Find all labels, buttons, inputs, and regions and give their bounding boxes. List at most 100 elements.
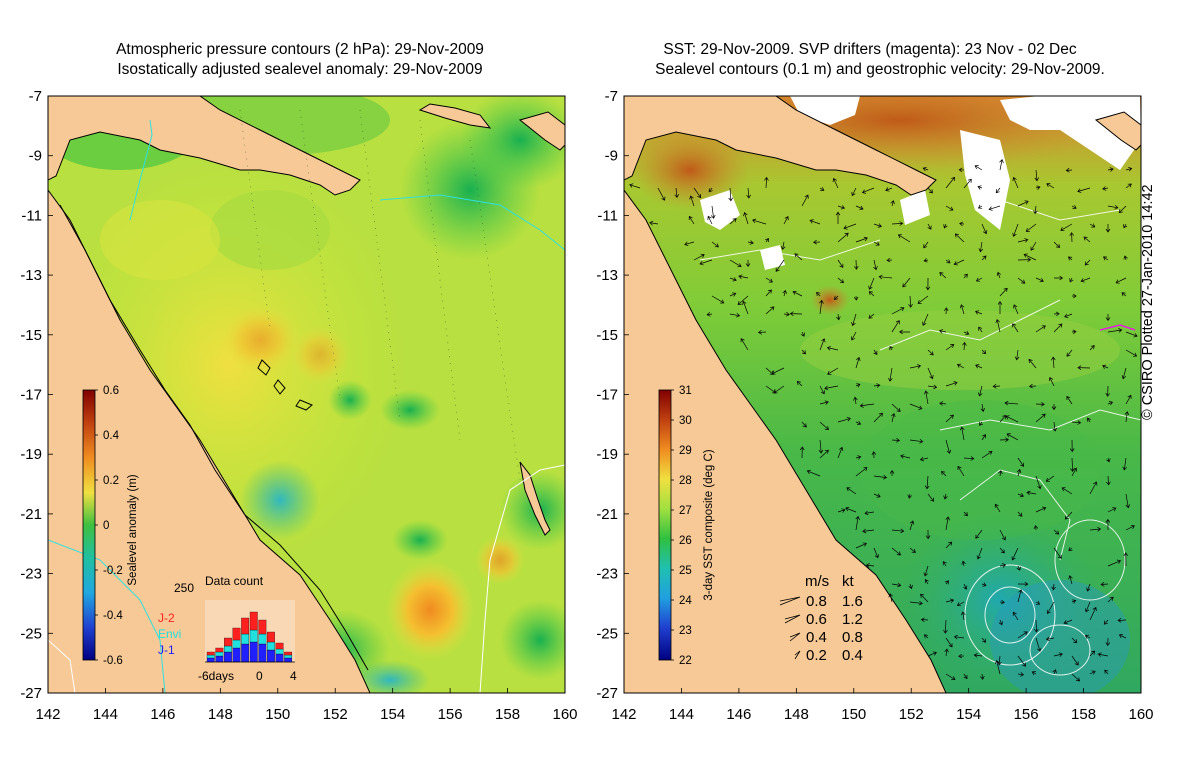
hist-bar bbox=[267, 631, 275, 643]
hist-bar bbox=[215, 651, 224, 657]
x-tick-label-right-6: 154 bbox=[956, 706, 981, 723]
x-tick-label-left-5: 152 bbox=[323, 706, 348, 723]
hist-bar bbox=[267, 649, 275, 663]
hist-bar bbox=[241, 643, 250, 663]
y-tick-label-right-7: -21 bbox=[596, 506, 618, 523]
hist-bar bbox=[232, 627, 241, 641]
sla-colorbar bbox=[82, 389, 96, 661]
key-kt-3: 0.4 bbox=[842, 647, 863, 664]
sst-colorbar-label: 3-day SST composite (deg C) bbox=[703, 449, 715, 600]
hist-bar bbox=[206, 654, 215, 659]
x-tick-label-left-4: 150 bbox=[265, 706, 290, 723]
x-tick-label-left-2: 146 bbox=[150, 706, 175, 723]
x-tick-label-right-7: 156 bbox=[1014, 706, 1039, 723]
hist-bar bbox=[241, 617, 250, 635]
sla-tick-6: -0.6 bbox=[103, 655, 123, 667]
x-tick-label-right-1: 144 bbox=[669, 706, 694, 723]
legend-j1: J-1 bbox=[158, 643, 175, 657]
data-count-inset: Data count 250 J-2 Envi J-1 -6days 0 4 bbox=[158, 574, 297, 683]
x-tick-label-left-3: 148 bbox=[208, 706, 233, 723]
sst-tick-7: 24 bbox=[679, 595, 692, 607]
sst-colorbar bbox=[658, 389, 672, 661]
y-tick-label-left-2: -11 bbox=[21, 207, 42, 224]
key-ms-1: 0.6 bbox=[806, 611, 827, 628]
y-tick-label-right-0: -7 bbox=[605, 88, 618, 105]
y-tick-label-right-3: -13 bbox=[596, 267, 618, 284]
y-tick-label-right-8: -23 bbox=[596, 566, 618, 583]
y-tick-label-right-4: -15 bbox=[596, 327, 618, 344]
y-tick-label-left-8: -23 bbox=[20, 566, 42, 583]
x-tick-label-right-9: 160 bbox=[1128, 706, 1153, 723]
y-tick-label-left-9: -25 bbox=[20, 625, 42, 642]
inset-title: Data count bbox=[205, 574, 264, 588]
sst-tick-3: 28 bbox=[679, 475, 692, 487]
y-tick-label-left-7: -21 bbox=[20, 506, 42, 523]
x-tick-label-right-5: 152 bbox=[899, 706, 924, 723]
x-tick-label-right-2: 146 bbox=[726, 706, 751, 723]
right-title-line2: Sealevel contours (0.1 m) and geostrophi… bbox=[655, 61, 1105, 78]
hist-bar bbox=[224, 645, 232, 653]
sla-tick-5: -0.4 bbox=[103, 610, 123, 622]
left-title-line1: Atmospheric pressure contours (2 hPa): 2… bbox=[116, 41, 484, 58]
key-kt-0: 1.6 bbox=[842, 593, 863, 610]
y-tick-label-right-9: -25 bbox=[596, 625, 618, 642]
sst-tick-6: 25 bbox=[679, 565, 692, 577]
key-arrow-icon bbox=[794, 650, 801, 660]
hist-bar bbox=[275, 648, 284, 655]
y-tick-label-left-4: -15 bbox=[20, 327, 42, 344]
key-ms-3: 0.2 bbox=[806, 647, 827, 664]
key-ms-0: 0.8 bbox=[806, 593, 827, 610]
key-arrow-icon bbox=[789, 632, 801, 642]
y-tick-label-right-6: -19 bbox=[596, 446, 618, 463]
hist-bar bbox=[206, 651, 215, 656]
hist-bar bbox=[275, 653, 284, 663]
hist-bar bbox=[241, 633, 250, 645]
sst-tick-0: 31 bbox=[679, 385, 692, 397]
hist-bar bbox=[232, 647, 241, 663]
x-tick-label-left-1: 144 bbox=[93, 706, 118, 723]
sst-tick-9: 22 bbox=[679, 655, 692, 667]
x-tick-label-left-7: 156 bbox=[438, 706, 463, 723]
x-tick-label-left-9: 160 bbox=[552, 706, 577, 723]
y-tick-label-right-10: -27 bbox=[596, 685, 618, 702]
hist-bar bbox=[284, 657, 293, 663]
x-tick-label-left-6: 154 bbox=[380, 706, 405, 723]
inset-xlabel-left: -6days bbox=[198, 669, 234, 683]
key-header-kt: kt bbox=[842, 573, 855, 590]
hist-bar bbox=[232, 639, 241, 649]
x-tick-label-right-8: 158 bbox=[1071, 706, 1096, 723]
sst-colorbar-ticks: 31 30 29 28 27 26 25 24 23 22 bbox=[671, 385, 692, 667]
hist-bar bbox=[215, 655, 224, 663]
key-ms-2: 0.4 bbox=[806, 629, 827, 646]
sst-tick-4: 27 bbox=[679, 505, 692, 517]
sea-level-map bbox=[48, 96, 565, 693]
sst-tick-8: 23 bbox=[679, 625, 692, 637]
sst-tick-2: 29 bbox=[679, 445, 692, 457]
sla-tick-1: 0.4 bbox=[103, 430, 120, 442]
left-title-line2: Isostatically adjusted sealevel anomaly:… bbox=[117, 61, 483, 78]
hist-bar bbox=[275, 642, 284, 650]
inset-xlabel-zero: 0 bbox=[256, 669, 263, 683]
y-tick-label-left-3: -13 bbox=[20, 267, 42, 284]
sla-tick-0: 0.6 bbox=[103, 385, 119, 397]
y-tick-label-right-2: -11 bbox=[597, 207, 618, 224]
key-kt-2: 0.8 bbox=[842, 629, 863, 646]
legend-envi: Envi bbox=[158, 627, 181, 641]
key-kt-1: 1.2 bbox=[842, 611, 863, 628]
inset-xlabel-right: 4 bbox=[290, 669, 297, 683]
x-tick-label-right-0: 142 bbox=[611, 706, 636, 723]
hist-bar bbox=[249, 629, 258, 643]
hist-bar bbox=[215, 647, 224, 653]
x-tick-label-right-4: 150 bbox=[841, 706, 866, 723]
credit-text: © CSIRO Plotted 27-Jan-2010 14:42 bbox=[1140, 184, 1156, 420]
y-tick-label-left-5: -17 bbox=[20, 387, 42, 404]
key-arrow-icon bbox=[784, 614, 801, 624]
hist-bar bbox=[267, 641, 275, 651]
hist-bar bbox=[284, 651, 293, 656]
y-tick-label-right-5: -17 bbox=[596, 387, 618, 404]
hist-bar bbox=[258, 633, 267, 645]
hist-bar bbox=[258, 643, 267, 663]
sla-tick-2: 0.2 bbox=[103, 475, 119, 487]
